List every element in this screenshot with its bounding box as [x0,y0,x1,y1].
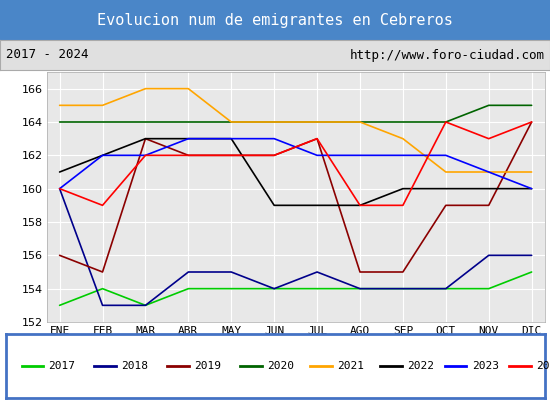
Text: 2021: 2021 [337,361,364,371]
Text: 2017 - 2024: 2017 - 2024 [6,48,88,62]
Text: 2023: 2023 [472,361,499,371]
Text: Evolucion num de emigrantes en Cebreros: Evolucion num de emigrantes en Cebreros [97,14,453,28]
Text: 2019: 2019 [194,361,221,371]
Text: 2017: 2017 [48,361,75,371]
Text: 2020: 2020 [267,361,294,371]
Text: 2018: 2018 [122,361,148,371]
Text: 2022: 2022 [407,361,434,371]
Text: 2024: 2024 [536,361,550,371]
Text: http://www.foro-ciudad.com: http://www.foro-ciudad.com [349,48,544,62]
